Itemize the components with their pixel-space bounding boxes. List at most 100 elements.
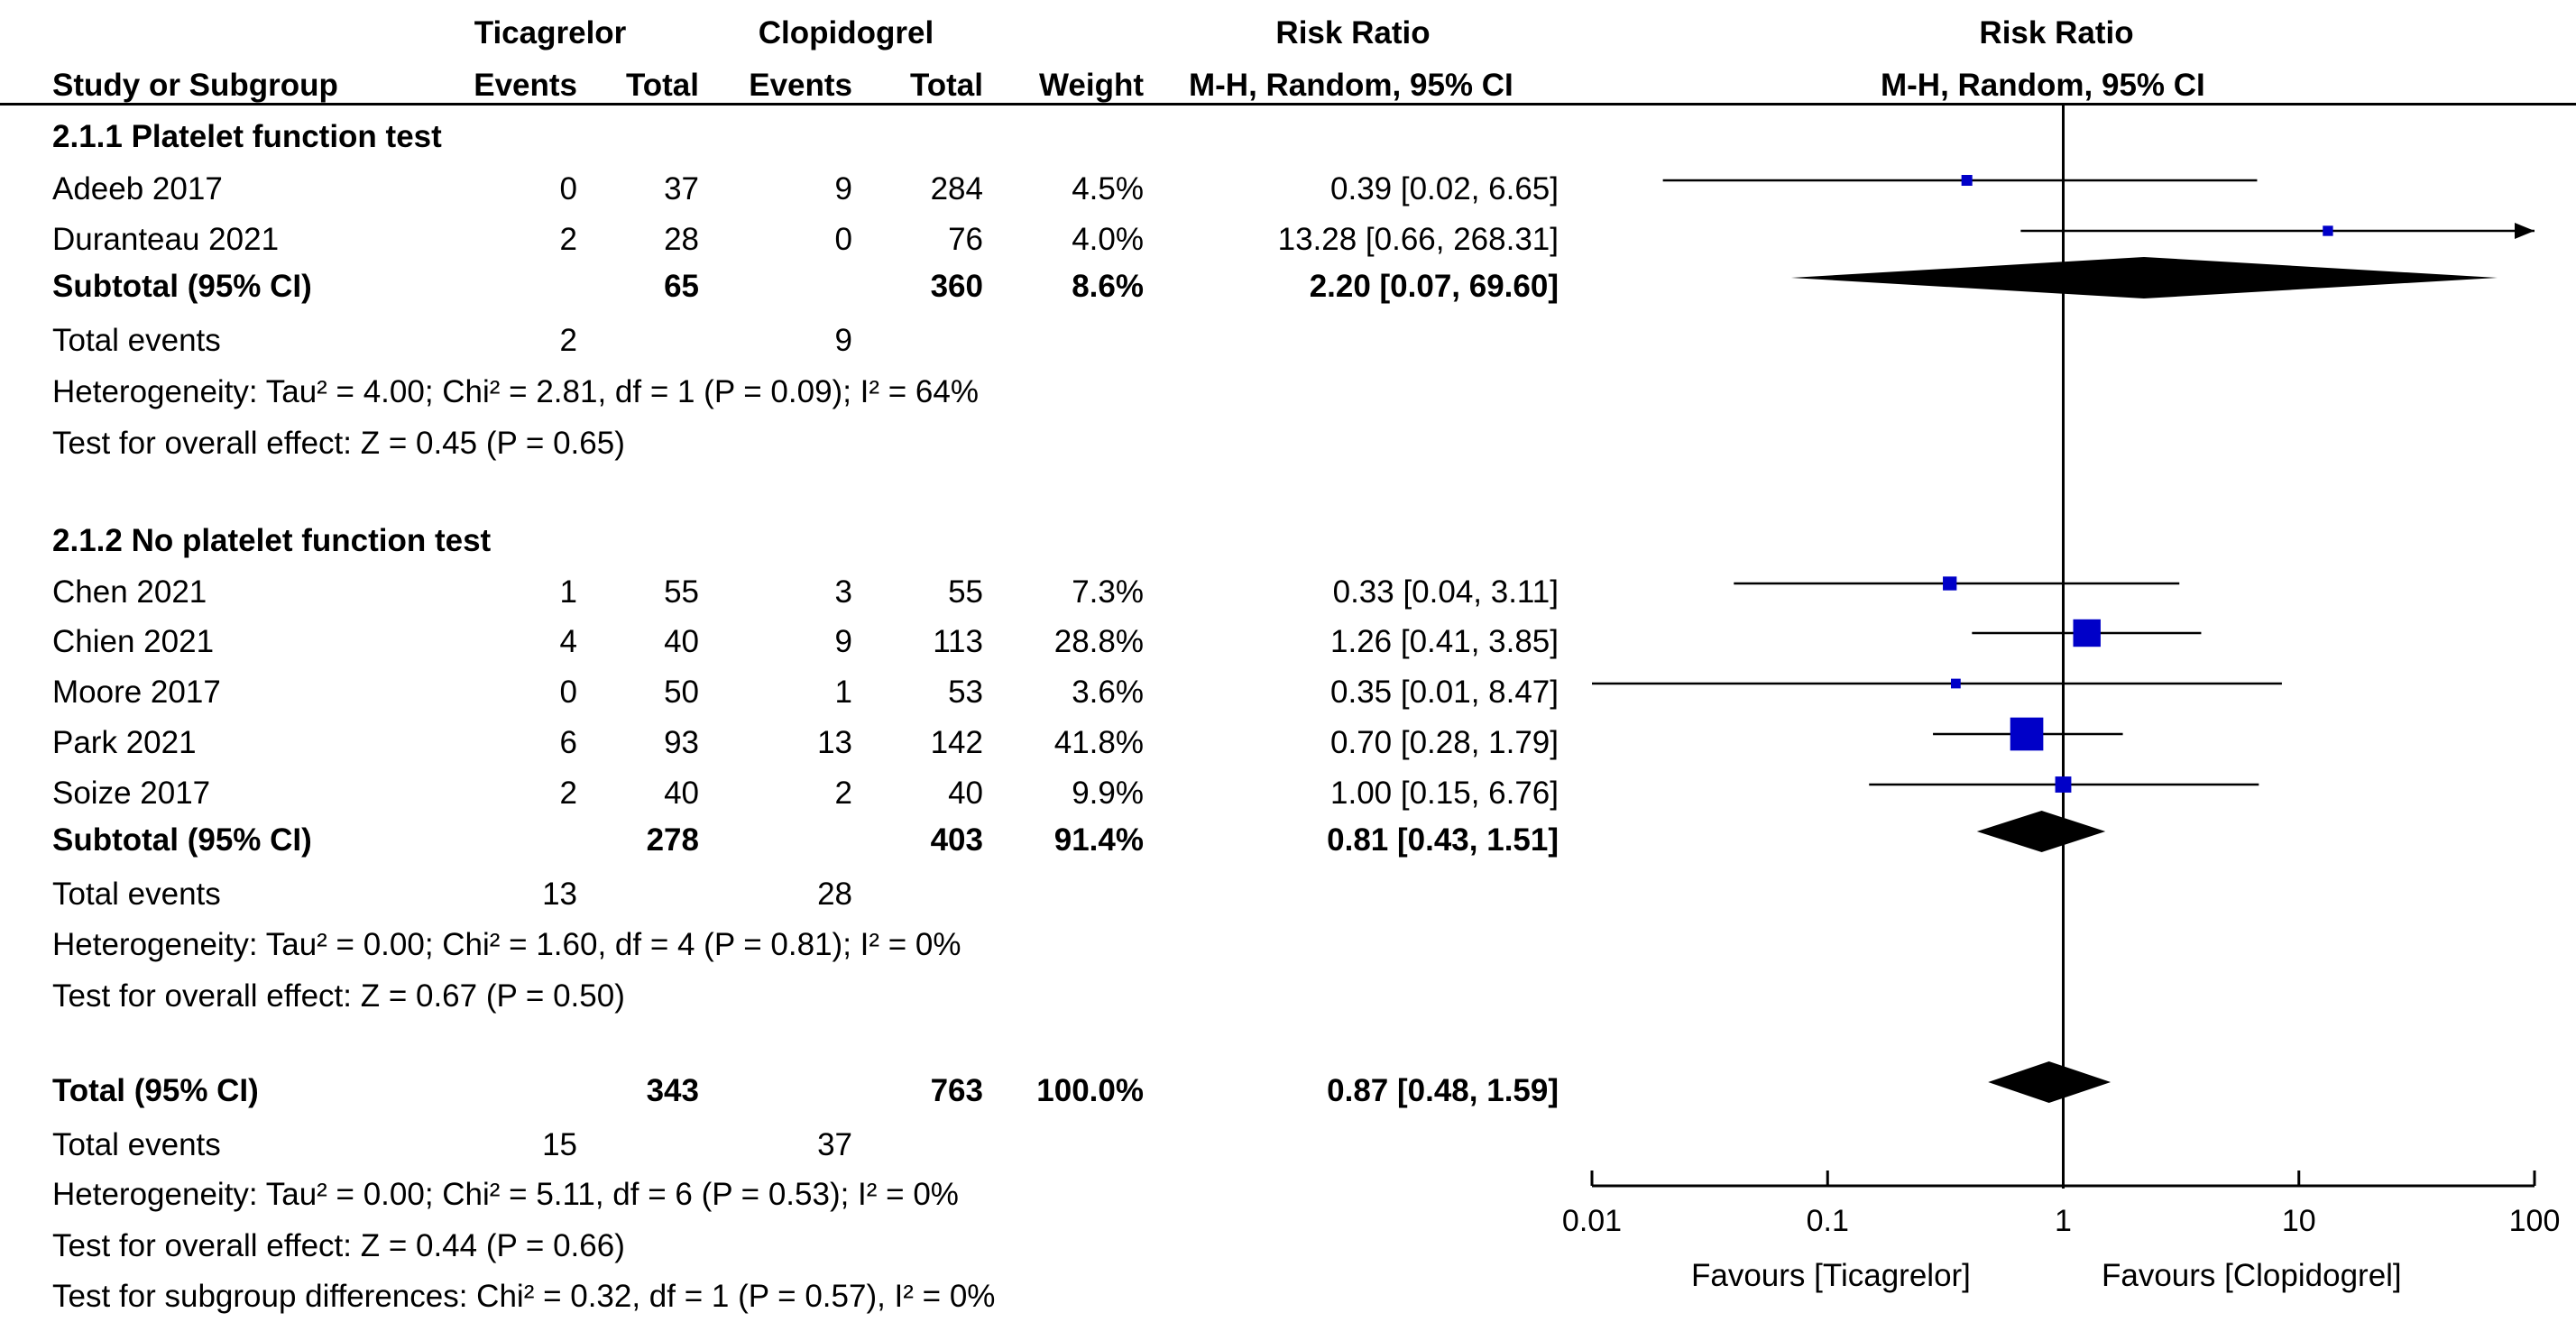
total-1: 37 <box>664 171 699 207</box>
risk-ratio: 1.26 [0.41, 3.85] <box>1330 624 1559 659</box>
risk-ratio: 0.33 [0.04, 3.11] <box>1332 574 1559 610</box>
subtotal-label: Subtotal (95% CI) <box>52 822 312 858</box>
weight: 9.9% <box>1072 776 1144 811</box>
study-marker <box>1951 678 1961 689</box>
weight: 4.5% <box>1072 171 1144 207</box>
total-1: 40 <box>664 776 699 811</box>
study-marker <box>1943 576 1957 591</box>
total-total-1: 343 <box>646 1073 699 1108</box>
total-2: 40 <box>948 776 983 811</box>
weight: 3.6% <box>1072 675 1144 710</box>
subtotal-total-2: 403 <box>930 822 983 858</box>
events-1: 0 <box>559 675 577 710</box>
events-2: 9 <box>834 624 852 659</box>
risk-ratio: 0.70 [0.28, 1.79] <box>1330 725 1559 760</box>
heterogeneity-text: Heterogeneity: Tau² = 0.00; Chi² = 5.11,… <box>52 1177 959 1212</box>
events-1: 1 <box>559 574 577 610</box>
events-1: 6 <box>559 725 577 760</box>
subgroup-2-title: 2.1.2 No platelet function test <box>52 523 492 558</box>
header-group2: Clopidogrel <box>758 15 934 50</box>
header-events-1: Events <box>474 68 577 103</box>
risk-ratio: 1.00 [0.15, 6.76] <box>1330 776 1559 811</box>
events-2: 3 <box>834 574 852 610</box>
study-name: Chen 2021 <box>52 574 207 610</box>
weight: 4.0% <box>1072 222 1144 257</box>
events-1: 2 <box>559 776 577 811</box>
header-rr-plot: Risk Ratio <box>1979 15 2134 50</box>
overall-effect-text: Test for overall effect: Z = 0.67 (P = 0… <box>52 978 625 1014</box>
x-tick-label: 1 <box>2055 1204 2072 1238</box>
x-tick-label: 0.1 <box>1807 1204 1849 1238</box>
study-marker <box>2073 619 2101 647</box>
weight: 28.8% <box>1053 624 1144 659</box>
study-name: Chien 2021 <box>52 624 215 659</box>
study-marker <box>2323 225 2333 236</box>
pooled-diamond <box>1790 257 2498 298</box>
pooled-diamond <box>1976 811 2106 852</box>
header-group1: Ticagrelor <box>474 15 627 50</box>
overall-effect-text: Test for overall effect: Z = 0.45 (P = 0… <box>52 426 625 461</box>
events-2: 9 <box>834 171 852 207</box>
header-rr-table: Risk Ratio <box>1275 15 1431 50</box>
x-tick-label: 10 <box>2282 1204 2316 1238</box>
events-2: 2 <box>834 776 852 811</box>
total-total-2: 763 <box>930 1073 983 1108</box>
events-2: 1 <box>834 675 852 710</box>
study-marker <box>2055 776 2072 793</box>
ci-arrow <box>2515 223 2535 239</box>
subtotal-total-2: 360 <box>930 269 983 304</box>
total-events-label: Total events <box>52 1127 221 1162</box>
header-study: Study or Subgroup <box>52 68 338 103</box>
total-2: 284 <box>930 171 983 207</box>
subtotal-risk-ratio: 2.20 [0.07, 69.60] <box>1309 269 1559 304</box>
subtotal-total-1: 65 <box>664 269 699 304</box>
events-1: 4 <box>559 624 577 659</box>
risk-ratio: 0.39 [0.02, 6.65] <box>1330 171 1559 207</box>
study-marker <box>1961 174 1973 187</box>
total-events-label: Total events <box>52 323 221 358</box>
total-1: 50 <box>664 675 699 710</box>
total-events-label: Total events <box>52 877 221 912</box>
header-weight: Weight <box>1038 68 1144 103</box>
weight: 41.8% <box>1053 725 1144 760</box>
header-total-1: Total <box>625 68 699 103</box>
subtotal-total-1: 278 <box>646 822 699 858</box>
heterogeneity-text: Heterogeneity: Tau² = 0.00; Chi² = 1.60,… <box>52 927 961 962</box>
total-2: 113 <box>933 624 983 659</box>
subtotal-label: Subtotal (95% CI) <box>52 269 312 304</box>
study-name: Duranteau 2021 <box>52 222 280 257</box>
total-1: 93 <box>664 725 699 760</box>
header-rr-plot-method: M-H, Random, 95% CI <box>1881 68 2205 103</box>
total-risk-ratio: 0.87 [0.48, 1.59] <box>1327 1073 1559 1108</box>
total-events-2: 28 <box>817 877 852 912</box>
study-name: Moore 2017 <box>52 675 221 710</box>
x-tick-label: 0.01 <box>1562 1204 1622 1238</box>
subtotal-risk-ratio: 0.81 [0.43, 1.51] <box>1327 822 1559 858</box>
events-1: 0 <box>559 171 577 207</box>
x-tick-label: 100 <box>2509 1204 2561 1238</box>
total-2: 53 <box>948 675 983 710</box>
risk-ratio: 13.28 [0.66, 268.31] <box>1277 222 1559 257</box>
study-marker <box>2010 717 2044 751</box>
subgroup-differences-text: Test for subgroup differences: Chi² = 0.… <box>52 1279 996 1314</box>
total-label: Total (95% CI) <box>52 1073 259 1108</box>
favours-right-label: Favours [Clopidogrel] <box>2102 1258 2402 1293</box>
header-rr-method: M-H, Random, 95% CI <box>1189 68 1513 103</box>
total-2: 76 <box>948 222 983 257</box>
events-2: 13 <box>817 725 852 760</box>
subtotal-weight: 8.6% <box>1072 269 1144 304</box>
total-events-1: 13 <box>542 877 577 912</box>
pooled-diamond <box>1988 1061 2111 1103</box>
risk-ratio: 0.35 [0.01, 8.47] <box>1330 675 1559 710</box>
header-events-2: Events <box>749 68 852 103</box>
favours-left-label: Favours [Ticagrelor] <box>1691 1258 1971 1293</box>
total-events-2: 37 <box>817 1127 852 1162</box>
events-1: 2 <box>559 222 577 257</box>
total-1: 55 <box>664 574 699 610</box>
subgroup-1-title: 2.1.1 Platelet function test <box>52 119 442 154</box>
total-events-1: 2 <box>559 323 577 358</box>
total-2: 142 <box>930 725 983 760</box>
header-total-2: Total <box>909 68 983 103</box>
total-1: 40 <box>664 624 699 659</box>
